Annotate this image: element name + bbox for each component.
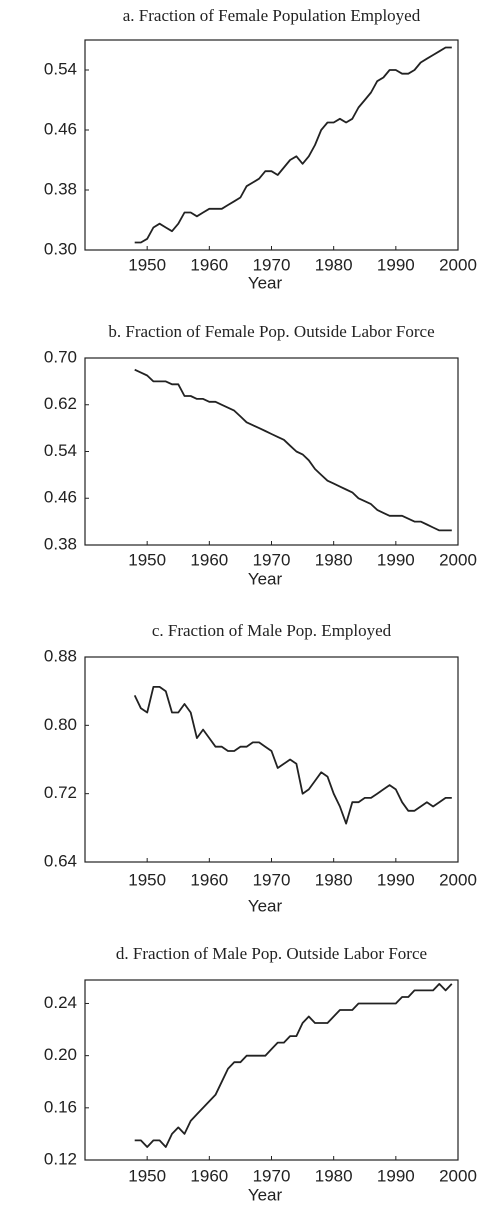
x-tick-label: 1990 bbox=[377, 255, 415, 274]
y-tick-label: 0.24 bbox=[44, 993, 77, 1012]
x-tick-label: 1980 bbox=[315, 1166, 353, 1185]
x-tick-label: 2000 bbox=[439, 550, 477, 569]
x-tick-label: 1970 bbox=[253, 1166, 291, 1185]
x-tick-label: 1990 bbox=[377, 870, 415, 889]
data-line bbox=[134, 368, 452, 532]
y-tick-label: 0.46 bbox=[44, 119, 77, 138]
x-tick-label: 1950 bbox=[128, 255, 166, 274]
y-tick-label: 0.88 bbox=[44, 646, 77, 665]
x-tick-label: 1990 bbox=[377, 550, 415, 569]
y-tick-label: 0.30 bbox=[44, 239, 77, 258]
x-tick-label: 2000 bbox=[439, 870, 477, 889]
y-tick-label: 0.20 bbox=[44, 1045, 77, 1064]
x-tick-label: 1970 bbox=[253, 550, 291, 569]
chart-title: a. Fraction of Female Population Employe… bbox=[123, 6, 421, 25]
x-tick-label: 1960 bbox=[190, 255, 228, 274]
x-tick-label: 1950 bbox=[128, 870, 166, 889]
x-tick-label: 2000 bbox=[439, 1166, 477, 1185]
data-line bbox=[134, 46, 452, 244]
x-tick-label: 1950 bbox=[128, 1166, 166, 1185]
x-axis-label: Year bbox=[248, 273, 283, 292]
plot-frame bbox=[84, 357, 459, 546]
plot-frame bbox=[84, 979, 459, 1161]
y-tick-label: 0.70 bbox=[44, 347, 77, 366]
data-line bbox=[133, 686, 452, 825]
chart-title: c. Fraction of Male Pop. Employed bbox=[152, 621, 392, 640]
plot-frame bbox=[84, 39, 459, 251]
x-tick-label: 1960 bbox=[190, 1166, 228, 1185]
y-tick-label: 0.38 bbox=[44, 534, 77, 553]
chart-title: b. Fraction of Female Pop. Outside Labor… bbox=[108, 322, 434, 341]
y-tick-label: 0.16 bbox=[44, 1097, 77, 1116]
plot-frame bbox=[84, 656, 459, 863]
x-tick-label: 1950 bbox=[128, 550, 166, 569]
y-tick-label: 0.38 bbox=[44, 179, 77, 198]
x-tick-label: 1960 bbox=[190, 870, 228, 889]
x-tick-label: 1980 bbox=[315, 255, 353, 274]
y-tick-label: 0.54 bbox=[44, 59, 77, 78]
x-axis-label: Year bbox=[248, 569, 283, 588]
data-line bbox=[134, 983, 453, 1148]
y-tick-label: 0.64 bbox=[44, 851, 77, 870]
y-tick-label: 0.12 bbox=[44, 1149, 77, 1168]
x-axis-label: Year bbox=[248, 1185, 283, 1204]
x-tick-label: 1960 bbox=[190, 550, 228, 569]
x-axis-label: Year bbox=[248, 896, 283, 915]
y-tick-label: 0.72 bbox=[44, 783, 77, 802]
y-tick-label: 0.80 bbox=[44, 715, 77, 734]
y-tick-label: 0.62 bbox=[44, 394, 77, 413]
x-tick-label: 1970 bbox=[253, 255, 291, 274]
x-tick-label: 1980 bbox=[315, 870, 353, 889]
x-tick-label: 2000 bbox=[439, 255, 477, 274]
y-tick-label: 0.46 bbox=[44, 488, 77, 507]
x-tick-label: 1990 bbox=[377, 1166, 415, 1185]
x-tick-label: 1980 bbox=[315, 550, 353, 569]
chart-title: d. Fraction of Male Pop. Outside Labor F… bbox=[116, 944, 427, 963]
x-tick-label: 1970 bbox=[253, 870, 291, 889]
y-tick-label: 0.54 bbox=[44, 441, 77, 460]
